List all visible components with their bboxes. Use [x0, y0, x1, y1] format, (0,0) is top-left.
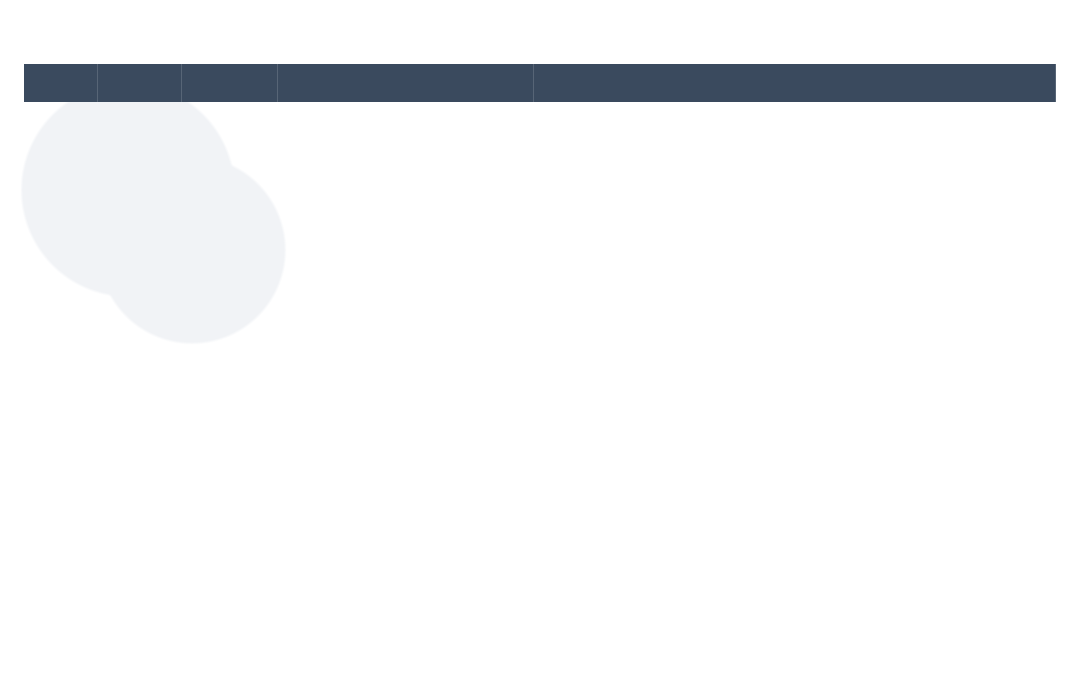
pipeline-chart — [24, 64, 1056, 102]
background-watermark — [0, 70, 320, 370]
logo-icon — [1012, 18, 1050, 52]
col-header-nct — [182, 64, 278, 102]
col-header-drug — [98, 64, 182, 102]
col-header-phases — [534, 64, 1056, 102]
col-header-disease — [24, 64, 98, 102]
header — [24, 18, 1056, 52]
col-header-indication — [278, 64, 534, 102]
column-header-row — [24, 64, 1056, 102]
company-logo — [1012, 18, 1056, 52]
